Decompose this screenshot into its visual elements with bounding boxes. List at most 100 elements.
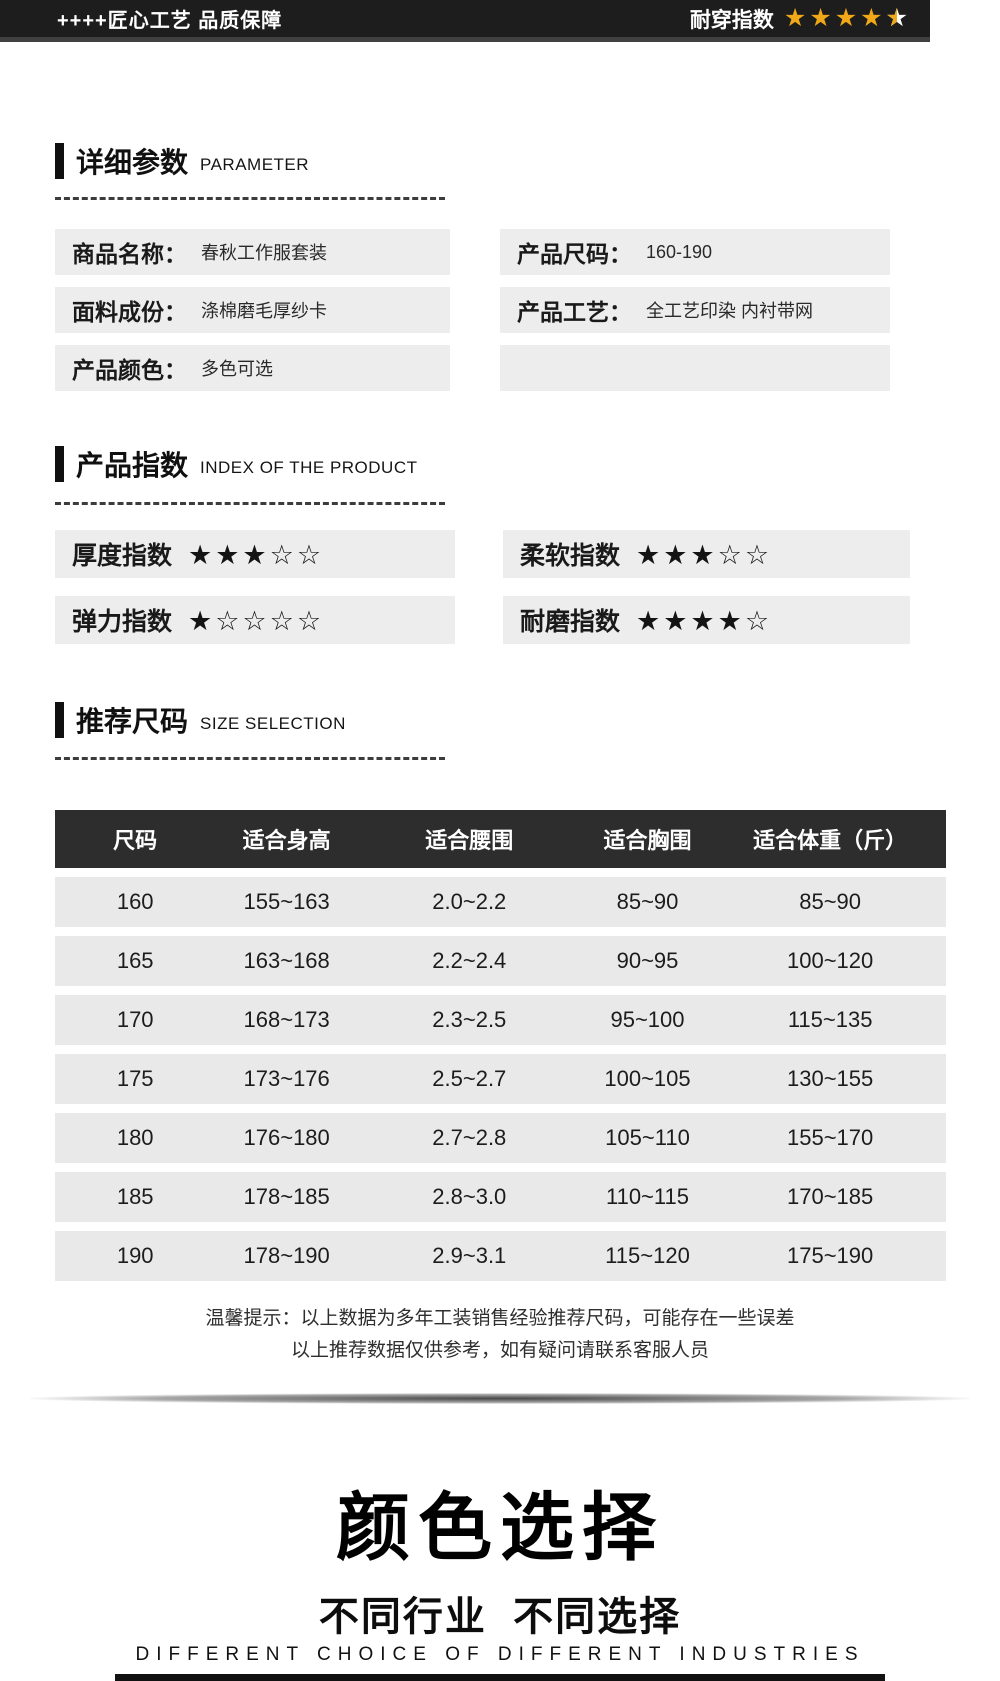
section-header-size-selection: 推荐尺码 SIZE SELECTION <box>55 702 346 738</box>
durability-rating-stars: ★ ★ ★ ★ ★ ★ <box>784 6 908 31</box>
param-label: 商品名称： <box>72 241 187 267</box>
size-chart-header-row: 尺码 适合身高 适合腰围 适合胸围 适合体重（斤） <box>55 810 946 868</box>
index-label: 耐磨指数 <box>520 608 621 636</box>
size-chart-cell: 175~190 <box>787 1243 874 1268</box>
section-title: 推荐尺码 <box>76 705 189 737</box>
index-label: 柔软指数 <box>520 542 621 570</box>
size-chart-cell: 168~173 <box>243 1007 330 1032</box>
size-chart-cell: 178~190 <box>243 1243 330 1268</box>
dashed-divider <box>55 197 445 200</box>
section-accent-bar <box>55 446 64 482</box>
param-label: 产品尺码： <box>517 241 632 267</box>
size-chart-row: 185 178~185 2.8~3.0 110~115 170~185 <box>55 1172 946 1222</box>
size-chart-row: 180 176~180 2.7~2.8 105~110 155~170 <box>55 1113 946 1163</box>
star-half-fill: ★ <box>885 6 898 31</box>
index-row: 厚度指数 ★★★☆☆ <box>55 530 455 578</box>
size-chart-header-cell: 适合胸围 <box>603 828 692 853</box>
size-chart-cell: 115~120 <box>605 1243 690 1268</box>
index-label: 弹力指数 <box>72 608 173 636</box>
index-star-rating-icon: ★☆☆☆☆ <box>188 605 325 636</box>
star-full-icon: ★ <box>783 4 807 32</box>
shadow-divider <box>30 1393 970 1404</box>
size-chart-header-cell: 尺码 <box>113 828 158 853</box>
star-half-icon: ★ ★ <box>885 4 908 32</box>
size-chart-cell: 176~180 <box>243 1125 330 1150</box>
param-value: 春秋工作服套装 <box>201 243 327 263</box>
top-banner-slogan: ++++匠心工艺 品质保障 <box>57 10 283 32</box>
star-full-icon: ★ <box>834 4 858 32</box>
section-subtitle: INDEX OF THE PRODUCT <box>200 458 418 477</box>
size-chart-body: 160 155~163 2.0~2.2 85~90 85~90 165 163~168 2.2… <box>55 877 946 1281</box>
section-title: 详细参数 <box>76 146 189 178</box>
size-chart-cell: 180 <box>116 1125 154 1150</box>
size-chart-cell: 2.0~2.2 <box>432 889 507 914</box>
param-row: 产品颜色： 多色可选 <box>55 345 450 391</box>
size-chart-cell: 105~110 <box>605 1125 690 1150</box>
section-subtitle: PARAMETER <box>200 155 310 174</box>
index-row: 柔软指数 ★★★☆☆ <box>503 530 910 578</box>
index-row: 弹力指数 ★☆☆☆☆ <box>55 596 455 644</box>
dashed-divider <box>55 757 445 760</box>
color-selection-title: 颜色选择 <box>336 1486 664 1569</box>
param-value: 160-190 <box>646 241 713 262</box>
index-star-rating-icon: ★★★★☆ <box>636 605 773 636</box>
size-chart-row: 160 155~163 2.0~2.2 85~90 85~90 <box>55 877 946 927</box>
next-section-top-strip <box>115 1674 885 1681</box>
size-chart-cell: 160 <box>116 889 154 914</box>
size-chart-cell: 2.8~3.0 <box>432 1184 507 1209</box>
index-star-rating-icon: ★★★☆☆ <box>636 539 773 570</box>
parameter-grid: 商品名称： 春秋工作服套装 产品尺码： 160-190 面料成份： 涤棉磨毛厚纱卡 产品工艺… <box>55 229 890 391</box>
size-chart-cell: 2.5~2.7 <box>432 1066 507 1091</box>
size-chart-cell: 100~105 <box>604 1066 691 1091</box>
section-accent-bar <box>55 143 64 179</box>
star-full-icon: ★ <box>860 4 883 32</box>
size-chart-cell: 115~135 <box>787 1007 873 1032</box>
size-chart-cell: 163~168 <box>243 948 330 973</box>
size-chart-cell: 170~185 <box>787 1184 874 1209</box>
param-row: 产品尺码： 160-190 <box>500 229 890 275</box>
star-full-icon: ★ <box>809 4 832 32</box>
index-row: 耐磨指数 ★★★★☆ <box>503 596 910 644</box>
size-chart-header-cell: 适合腰围 <box>425 828 514 853</box>
durability-rating: 耐穿指数 ★ ★ ★ ★ ★ ★ <box>690 4 908 34</box>
param-value: 多色可选 <box>201 359 273 379</box>
size-chart-cell: 90~95 <box>616 948 679 973</box>
size-chart-cell: 170 <box>116 1007 154 1032</box>
param-value: 全工艺印染 内衬带网 <box>646 301 814 321</box>
size-chart-header-cell: 适合体重（斤） <box>753 828 908 853</box>
dashed-divider <box>55 502 445 505</box>
size-chart-cell: 185 <box>116 1184 154 1209</box>
size-chart-cell: 178~185 <box>243 1184 330 1209</box>
durability-rating-label: 耐穿指数 <box>689 8 774 32</box>
size-chart-cell: 85~90 <box>799 889 862 914</box>
index-star-rating-icon: ★★★☆☆ <box>188 539 325 570</box>
param-row: 商品名称： 春秋工作服套装 <box>55 229 450 275</box>
param-row-empty <box>500 345 890 391</box>
section-title: 产品指数 <box>76 449 189 481</box>
size-chart-cell: 2.7~2.8 <box>432 1125 507 1150</box>
size-chart-cell: 173~176 <box>243 1066 330 1091</box>
param-row: 产品工艺： 全工艺印染 内衬带网 <box>500 287 890 333</box>
top-banner: ++++匠心工艺 品质保障 耐穿指数 ★ ★ ★ ★ ★ ★ <box>0 0 930 42</box>
size-chart-row: 175 173~176 2.5~2.7 100~105 130~155 <box>55 1054 946 1104</box>
param-label: 产品工艺： <box>517 299 632 325</box>
size-chart-table: 尺码 适合身高 适合腰围 适合胸围 适合体重（斤） 160 155~163 2.0~2.2 8… <box>55 810 946 1281</box>
size-notice-line1: 温馨提示：以上数据为多年工装销售经验推荐尺码，可能存在一些误差 <box>205 1308 795 1329</box>
color-selection-subtitle: 不同行业 不同选择 <box>318 1595 682 1639</box>
size-chart-header-cell: 适合身高 <box>242 828 331 853</box>
size-chart-cell: 2.2~2.4 <box>432 948 507 973</box>
param-row: 面料成份： 涤棉磨毛厚纱卡 <box>55 287 450 333</box>
section-header-product-index: 产品指数 INDEX OF THE PRODUCT <box>55 446 418 482</box>
size-chart-row: 190 178~190 2.9~3.1 115~120 175~190 <box>55 1231 946 1281</box>
size-chart-cell: 100~120 <box>787 948 874 973</box>
color-selection-subtitle-en: DIFFERENT CHOICE OF DIFFERENT INDUSTRIES <box>135 1644 865 1665</box>
size-chart-cell: 95~100 <box>610 1007 685 1032</box>
size-chart-cell: 155~170 <box>787 1125 874 1150</box>
size-chart-cell: 165 <box>116 948 154 973</box>
size-chart-cell: 85~90 <box>616 889 679 914</box>
size-chart-cell: 155~163 <box>243 889 330 914</box>
size-chart-cell: 175 <box>116 1066 154 1091</box>
size-chart-cell: 2.3~2.5 <box>432 1007 507 1032</box>
size-notice: 温馨提示：以上数据为多年工装销售经验推荐尺码，可能存在一些误差 以上推荐数据仅供… <box>0 1303 1000 1367</box>
